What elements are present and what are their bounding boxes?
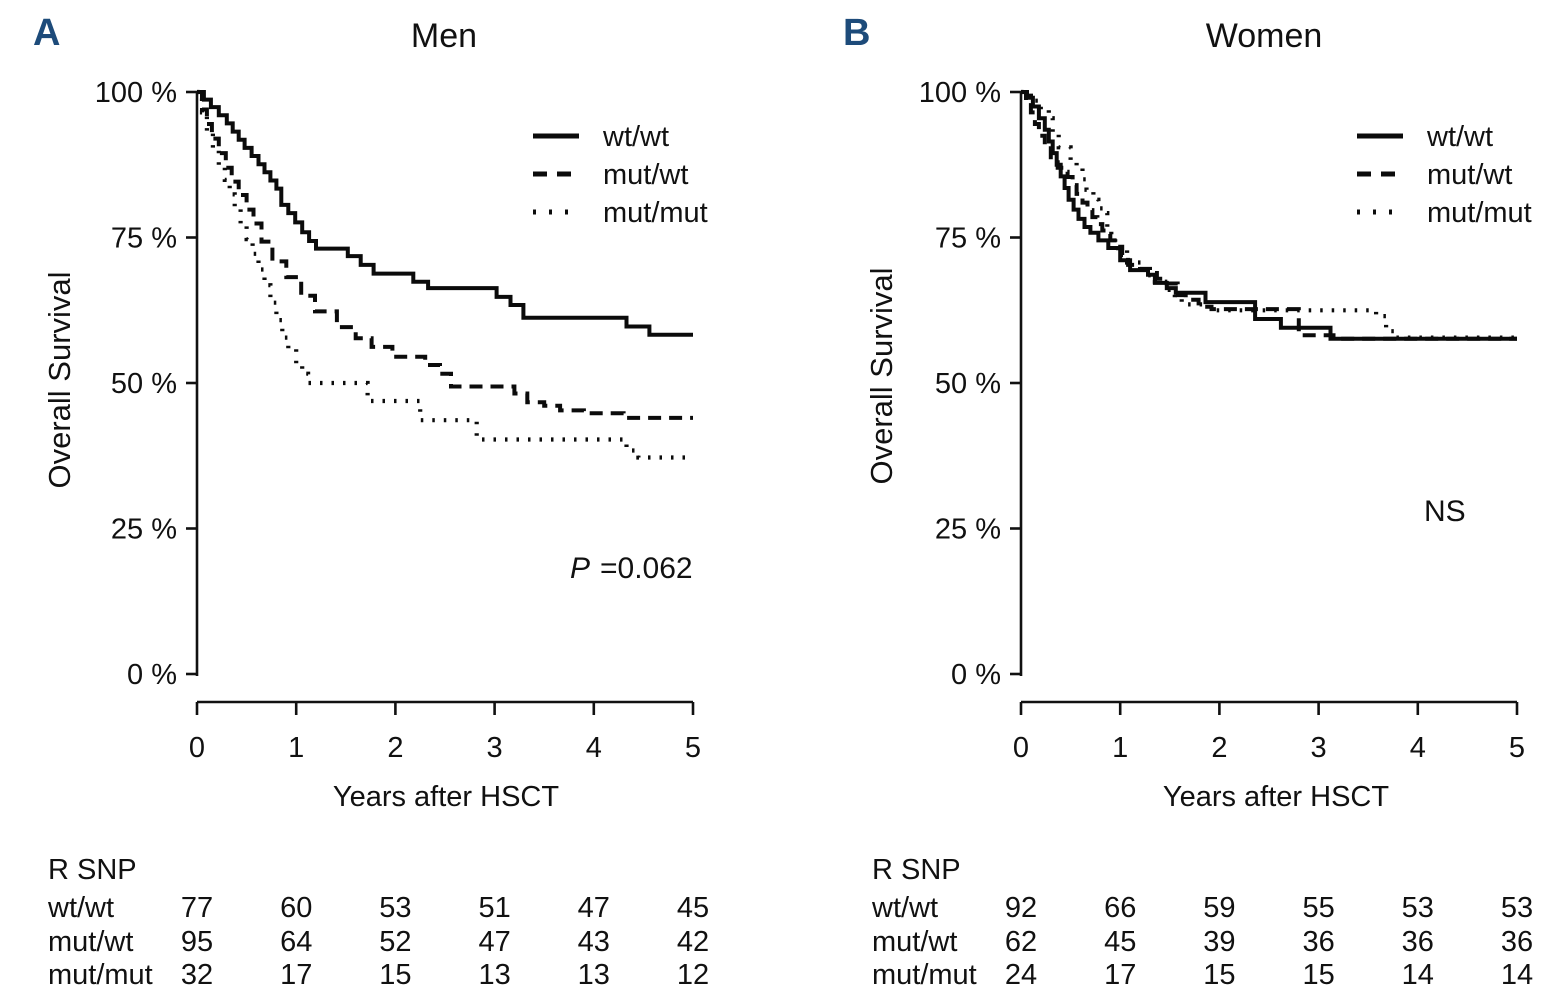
panel-b-ns-annotation: NS bbox=[1424, 495, 1466, 528]
risk-count: 12 bbox=[677, 959, 709, 991]
panel-b-title: Women bbox=[1206, 17, 1323, 55]
risk-count: 55 bbox=[1302, 892, 1334, 924]
risk-count: 39 bbox=[1203, 926, 1235, 958]
risk-count: 15 bbox=[379, 959, 411, 991]
survival-curve-mut-wt bbox=[197, 90, 693, 420]
x-tick-label: 3 bbox=[487, 732, 503, 764]
panel-a-xlabel: Years after HSCT bbox=[333, 781, 559, 813]
panel-b-letter: B bbox=[843, 12, 870, 54]
x-tick-label: 1 bbox=[1112, 732, 1128, 764]
risk-count: 32 bbox=[181, 959, 213, 991]
risk-count: 45 bbox=[1104, 926, 1136, 958]
panel-b-axes: 100 % 75 % 50 % 25 % 0 % 0 1 2 3 4 5 bbox=[919, 77, 1525, 764]
panel-a-pvalue-text: =0.062 bbox=[600, 552, 693, 585]
risk-row-label: mut/mut bbox=[872, 959, 977, 991]
risk-count: 13 bbox=[578, 959, 610, 991]
risk-count: 64 bbox=[280, 926, 312, 958]
panel-a-curves bbox=[197, 89, 693, 460]
x-tick-label: 0 bbox=[189, 732, 205, 764]
y-tick-label: 75 % bbox=[935, 223, 1001, 255]
panel-a-pvalue: P =0.062 bbox=[570, 552, 693, 585]
panel-a-ylabel: Overall Survival bbox=[42, 271, 77, 488]
risk-row-label: mut/wt bbox=[48, 926, 133, 958]
risk-count: 24 bbox=[1005, 959, 1037, 991]
survival-curve-wt-wt bbox=[1021, 90, 1517, 341]
risk-count: 15 bbox=[1302, 959, 1334, 991]
panel-b-ylabel: Overall Survival bbox=[864, 267, 899, 484]
risk-count: 47 bbox=[578, 892, 610, 924]
risk-count: 52 bbox=[379, 926, 411, 958]
legend-label-mutwt: mut/wt bbox=[1427, 159, 1512, 191]
survival-curve-mut-wt bbox=[1021, 90, 1517, 341]
y-tick-label: 0 % bbox=[127, 659, 177, 691]
risk-count: 60 bbox=[280, 892, 312, 924]
risk-count: 95 bbox=[181, 926, 213, 958]
y-tick-label: 100 % bbox=[95, 77, 177, 109]
risk-table-header: R SNP bbox=[48, 854, 137, 886]
risk-count: 17 bbox=[1104, 959, 1136, 991]
risk-count: 53 bbox=[379, 892, 411, 924]
y-tick-label: 25 % bbox=[935, 514, 1001, 546]
risk-count: 43 bbox=[578, 926, 610, 958]
risk-count: 66 bbox=[1104, 892, 1136, 924]
risk-count: 59 bbox=[1203, 892, 1235, 924]
risk-count: 14 bbox=[1501, 959, 1533, 991]
risk-count: 13 bbox=[478, 959, 510, 991]
risk-count: 42 bbox=[677, 926, 709, 958]
panel-a-axes: 100 % 75 % 50 % 25 % 0 % 0 1 2 3 4 5 bbox=[95, 77, 701, 764]
risk-count: 47 bbox=[478, 926, 510, 958]
risk-count: 53 bbox=[1501, 892, 1533, 924]
risk-count: 36 bbox=[1302, 926, 1334, 958]
x-tick-label: 2 bbox=[1211, 732, 1227, 764]
panel-b-xlabel: Years after HSCT bbox=[1163, 781, 1389, 813]
panel-a-legend: wt/wt mut/wt mut/mut bbox=[533, 121, 708, 229]
risk-count: 14 bbox=[1402, 959, 1434, 991]
panel-b-risk-table: R SNP wt/wt 92 66 59 55 53 53 mut/wt 62 45 39 36 36 36… bbox=[871, 854, 1533, 991]
survival-curve-wt-wt bbox=[197, 90, 693, 337]
risk-count: 36 bbox=[1402, 926, 1434, 958]
x-tick-label: 2 bbox=[387, 732, 403, 764]
y-tick-label: 50 % bbox=[111, 368, 177, 400]
panel-b-curves bbox=[1021, 89, 1517, 341]
y-tick-label: 0 % bbox=[951, 659, 1001, 691]
risk-row-label: mut/wt bbox=[872, 926, 957, 958]
risk-count: 53 bbox=[1402, 892, 1434, 924]
legend-label-mutwt: mut/wt bbox=[603, 159, 688, 191]
x-tick-label: 4 bbox=[1410, 732, 1426, 764]
risk-count: 51 bbox=[478, 892, 510, 924]
risk-count: 45 bbox=[677, 892, 709, 924]
legend-label-mutmut: mut/mut bbox=[603, 197, 708, 229]
legend-label-wtwt: wt/wt bbox=[1426, 121, 1493, 153]
y-tick-label: 100 % bbox=[919, 77, 1001, 109]
panel-a-pvalue-symbol: P bbox=[570, 552, 590, 585]
y-tick-label: 50 % bbox=[935, 368, 1001, 400]
x-tick-label: 0 bbox=[1013, 732, 1029, 764]
risk-count: 62 bbox=[1005, 926, 1037, 958]
x-tick-label: 4 bbox=[586, 732, 602, 764]
panel-b-legend: wt/wt mut/wt mut/mut bbox=[1357, 121, 1532, 229]
risk-row-label: wt/wt bbox=[47, 892, 114, 924]
legend-label-wtwt: wt/wt bbox=[602, 121, 669, 153]
risk-row-label: mut/mut bbox=[48, 959, 153, 991]
risk-count: 92 bbox=[1005, 892, 1037, 924]
x-tick-label: 5 bbox=[1509, 732, 1525, 764]
risk-row-label: wt/wt bbox=[871, 892, 938, 924]
y-tick-label: 25 % bbox=[111, 514, 177, 546]
risk-count: 15 bbox=[1203, 959, 1235, 991]
risk-count: 36 bbox=[1501, 926, 1533, 958]
y-tick-label: 75 % bbox=[111, 223, 177, 255]
x-tick-label: 3 bbox=[1311, 732, 1327, 764]
risk-count: 17 bbox=[280, 959, 312, 991]
legend-label-mutmut: mut/mut bbox=[1427, 197, 1532, 229]
x-tick-label: 5 bbox=[685, 732, 701, 764]
panel-a-letter: A bbox=[33, 12, 60, 54]
panel-a-title: Men bbox=[411, 17, 477, 55]
risk-table-header: R SNP bbox=[872, 854, 961, 886]
risk-count: 77 bbox=[181, 892, 213, 924]
x-tick-label: 1 bbox=[288, 732, 304, 764]
